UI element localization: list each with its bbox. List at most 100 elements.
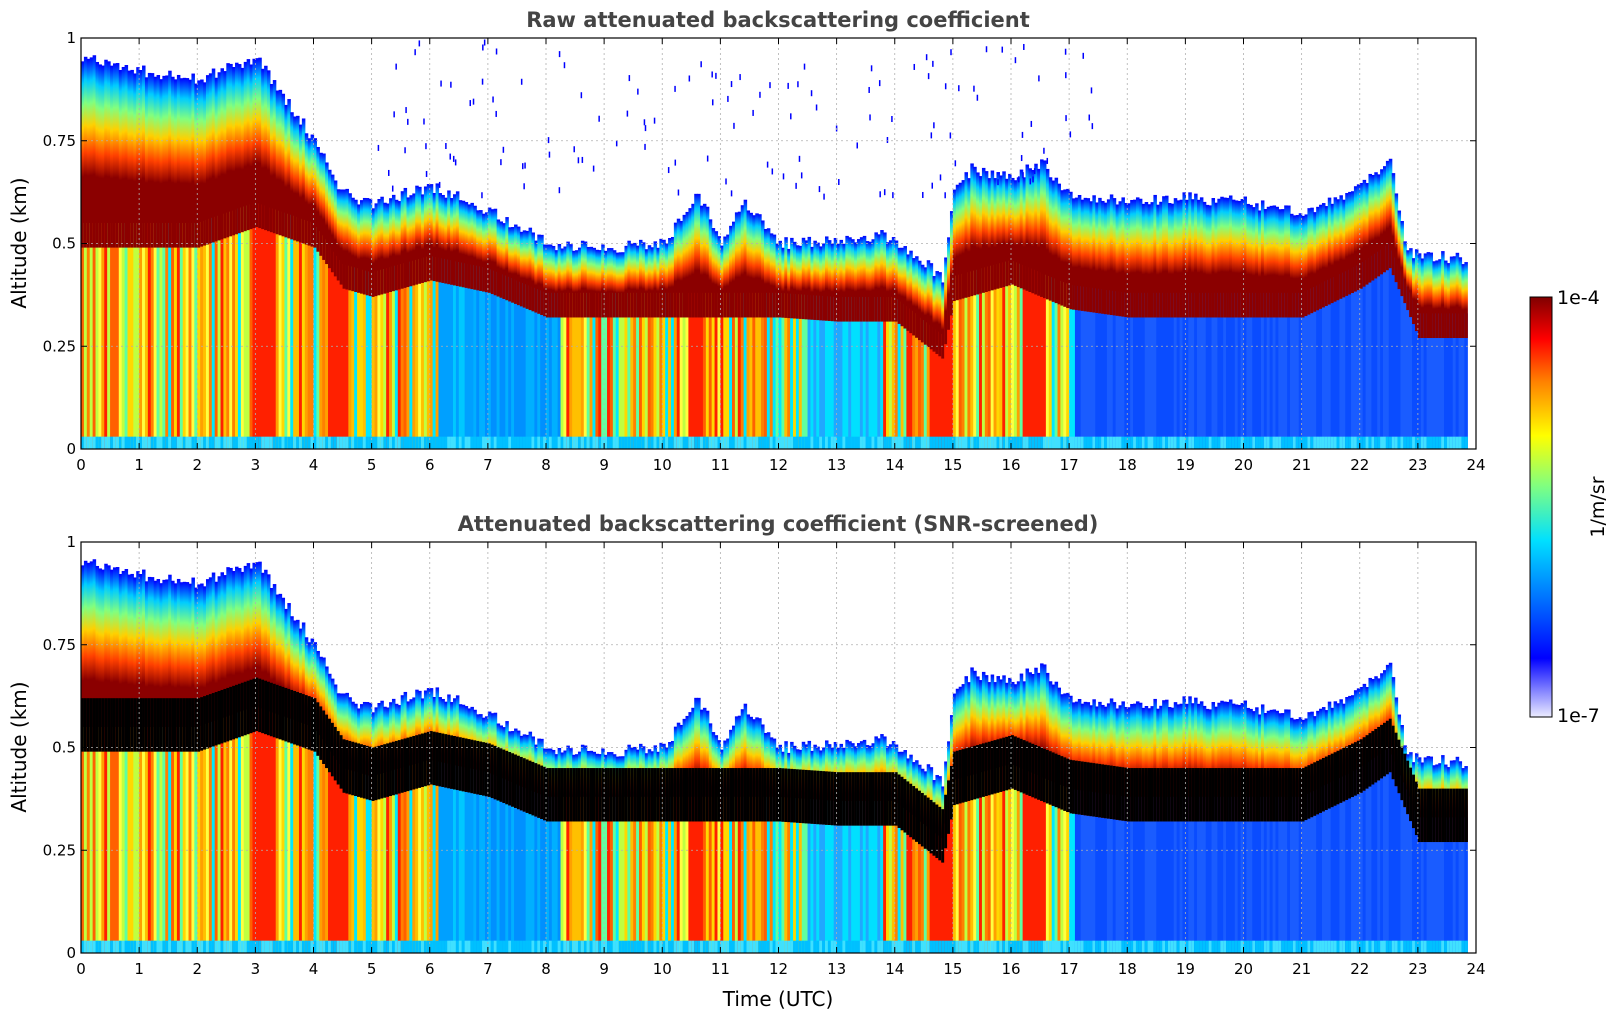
heatmap-cell bbox=[819, 940, 823, 953]
heatmap-cell bbox=[1197, 199, 1201, 318]
heatmap-cell bbox=[543, 940, 547, 953]
heatmap-cell bbox=[179, 222, 184, 449]
heatmap-cell bbox=[130, 940, 134, 953]
heatmap-cell bbox=[810, 770, 814, 824]
heatmap-cell bbox=[168, 698, 172, 752]
heatmap-cell bbox=[1074, 760, 1079, 815]
heatmap-cell bbox=[383, 268, 387, 449]
heatmap-cell bbox=[848, 772, 852, 826]
heatmap-cell bbox=[237, 436, 242, 449]
heatmap-cell bbox=[1435, 260, 1439, 339]
heatmap-cell bbox=[150, 698, 155, 752]
heatmap-cell bbox=[859, 800, 864, 953]
heatmap-cell bbox=[659, 768, 663, 822]
heatmap-cell bbox=[604, 250, 608, 318]
heatmap-cell bbox=[697, 193, 701, 318]
heatmap-cell bbox=[737, 211, 742, 318]
heatmap-cell bbox=[150, 940, 155, 953]
heatmap-cell bbox=[987, 741, 992, 796]
heatmap-cell bbox=[1391, 725, 1396, 780]
heatmap-cell bbox=[81, 726, 85, 953]
heatmap-cell bbox=[825, 436, 829, 449]
heatmap-cell bbox=[1449, 436, 1454, 449]
heatmap-cell bbox=[1388, 158, 1393, 269]
heatmap-cell bbox=[1144, 940, 1149, 953]
heatmap-cell bbox=[1281, 209, 1285, 318]
heatmap-cell bbox=[191, 222, 195, 449]
heatmap-cell bbox=[827, 436, 832, 449]
heatmap-cell bbox=[1057, 754, 1062, 809]
heatmap-cell bbox=[633, 242, 637, 318]
heatmap-cell bbox=[618, 436, 623, 449]
heatmap-cell bbox=[243, 681, 248, 736]
heatmap-area bbox=[81, 39, 1468, 449]
heatmap-cell bbox=[1060, 940, 1064, 953]
heatmap-cell bbox=[400, 768, 405, 953]
heatmap-cell bbox=[673, 436, 678, 449]
panel-screened: Attenuated backscattering coefficient (S… bbox=[7, 512, 1486, 1011]
heatmap-cell bbox=[1199, 701, 1204, 822]
heatmap-cell bbox=[1069, 191, 1073, 310]
heatmap-cell bbox=[694, 193, 698, 318]
heatmap-cell bbox=[609, 436, 614, 449]
heatmap-cell bbox=[511, 753, 515, 807]
heatmap-cell bbox=[1412, 436, 1416, 449]
heatmap-cell bbox=[1441, 436, 1445, 449]
heatmap-cell bbox=[740, 709, 745, 822]
heatmap-cell bbox=[467, 739, 472, 793]
heatmap-cell bbox=[1214, 202, 1218, 318]
heatmap-cell bbox=[246, 59, 251, 231]
heatmap-cell bbox=[830, 243, 835, 322]
heatmap-cell bbox=[380, 773, 384, 953]
heatmap-cell bbox=[1092, 287, 1096, 449]
heatmap-cell bbox=[679, 768, 684, 822]
heatmap-cell bbox=[185, 726, 190, 953]
heatmap-cell bbox=[778, 796, 783, 953]
noise-speck bbox=[377, 144, 380, 151]
heatmap-cell bbox=[1345, 940, 1349, 953]
heatmap-cell bbox=[746, 940, 751, 953]
heatmap-cell bbox=[1228, 699, 1233, 822]
heatmap-cell bbox=[1377, 174, 1381, 277]
heatmap-cell bbox=[1290, 213, 1294, 318]
heatmap-cell bbox=[255, 940, 259, 953]
heatmap-cell bbox=[319, 152, 323, 256]
heatmap-cell bbox=[1426, 788, 1431, 843]
heatmap-cell bbox=[694, 697, 698, 822]
noise-speck bbox=[637, 88, 639, 95]
heatmap-cell bbox=[816, 770, 820, 825]
x-tick-label: 12 bbox=[769, 960, 788, 978]
heatmap-cell bbox=[371, 272, 376, 449]
heatmap-cell bbox=[1339, 436, 1343, 449]
heatmap-cell bbox=[647, 768, 652, 822]
heatmap-cell bbox=[1240, 768, 1245, 822]
y-tick-label: 0 bbox=[66, 440, 76, 458]
heatmap-cell bbox=[1330, 436, 1335, 449]
heatmap-cell bbox=[397, 436, 402, 449]
x-tick-label: 13 bbox=[827, 960, 846, 978]
heatmap-cell bbox=[569, 436, 573, 449]
heatmap-cell bbox=[415, 185, 419, 285]
noise-speck bbox=[677, 189, 680, 196]
heatmap-cell bbox=[383, 744, 387, 798]
heatmap-cell bbox=[345, 768, 349, 953]
heatmap-cell bbox=[1333, 752, 1338, 806]
heatmap-cell bbox=[1208, 436, 1213, 449]
heatmap-cell bbox=[554, 292, 559, 449]
heatmap-cell bbox=[801, 940, 806, 953]
heatmap-cell bbox=[121, 940, 126, 953]
heatmap-cell bbox=[868, 940, 873, 953]
heatmap-cell bbox=[1115, 766, 1120, 820]
heatmap-cell bbox=[188, 698, 193, 752]
grid-lines bbox=[81, 38, 1476, 449]
heatmap-cell bbox=[1452, 436, 1457, 449]
heatmap-cell bbox=[909, 308, 913, 449]
heatmap-cell bbox=[1449, 817, 1454, 953]
heatmap-cell bbox=[766, 940, 771, 953]
heatmap-cell bbox=[153, 222, 158, 449]
heatmap-cell bbox=[1086, 702, 1091, 816]
heatmap-cell bbox=[144, 77, 149, 248]
heatmap-cell bbox=[1176, 768, 1181, 822]
heatmap-cell bbox=[961, 777, 966, 953]
heatmap-cell bbox=[868, 772, 873, 826]
